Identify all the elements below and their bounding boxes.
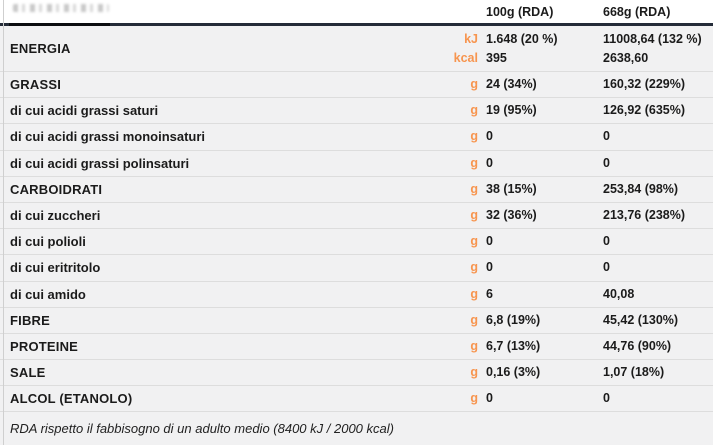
nutrient-label: ENERGIA [10, 41, 71, 56]
value-per-668g: 11008,64 (132 %) 2638,60 [603, 31, 702, 65]
value-per-668g: 0 [603, 391, 610, 406]
column-header-668g: 668g (RDA) [603, 4, 671, 19]
nutrient-unit: g [470, 103, 478, 118]
value-per-668g: 1,07 (18%) [603, 365, 665, 380]
value-per-100g: 6,8 (19%) [486, 312, 541, 327]
table-row: SALE g 0,16 (3%) 1,07 (18%) [0, 360, 713, 387]
value-per-668g: 0 [603, 155, 610, 170]
table-row: CARBOIDRATI g 38 (15%) 253,84 (98%) [0, 176, 713, 203]
rda-footnote: RDA rispetto il fabbisogno di un adulto … [0, 412, 713, 445]
nutrient-unit: g [470, 181, 478, 196]
nutrient-unit: g [470, 208, 478, 223]
redacted-product-name [13, 4, 109, 12]
nutrient-label: SALE [10, 365, 46, 381]
table-row: di cui acidi grassi saturi g 19 (95%) 12… [0, 98, 713, 125]
value-per-668g: 253,84 (98%) [603, 181, 679, 196]
value-per-100g: 6 [486, 286, 493, 301]
table-row: GRASSI g 24 (34%) 160,32 (229%) [0, 72, 713, 99]
table-row: di cui eritritolo g 0 0 [0, 255, 713, 282]
nutrient-unit: g [470, 77, 478, 92]
table-row: di cui acidi grassi polinsaturi g 0 0 [0, 150, 713, 177]
value-per-100g: 24 (34%) [486, 77, 537, 92]
value-per-100g: 38 (15%) [486, 181, 537, 196]
nutrient-label: di cui acidi grassi polinsaturi [10, 155, 190, 171]
table-row: di cui acidi grassi monoinsaturi g 0 0 [0, 124, 713, 151]
nutrient-unit: g [470, 234, 478, 249]
value-per-100g: 1.648 (20 %) 395 [486, 31, 558, 65]
table-body: ENERGIA kJ kcal 1.648 (20 %) 395 11008,64 … [0, 26, 713, 413]
table-row: di cui polioli g 0 0 [0, 229, 713, 256]
nutrient-unit: g [470, 365, 478, 380]
nutrient-label: di cui acidi grassi monoinsaturi [10, 129, 206, 145]
value-per-668g: 44,76 (90%) [603, 338, 672, 353]
nutrient-label: di cui eritritolo [10, 260, 101, 276]
table-row: di cui zuccheri g 32 (36%) 213,76 (238%) [0, 202, 713, 230]
value-per-100g: 0 [486, 155, 493, 170]
redacted-underline [9, 23, 110, 26]
value-per-668g: 213,76 (238%) [603, 208, 686, 223]
value-per-668g: 126,92 (635%) [603, 103, 686, 118]
nutrient-label: di cui acidi grassi saturi [10, 103, 159, 119]
value-per-668g: 0 [603, 260, 610, 275]
nutrient-label: PROTEINE [10, 338, 79, 354]
nutrient-label: FIBRE [10, 312, 50, 328]
nutrient-unit: g [470, 129, 478, 144]
value-per-100g: 0 [486, 391, 493, 406]
table-row: PROTEINE g 6,7 (13%) 44,76 (90%) [0, 333, 713, 361]
table-header-row: 100g (RDA) 668g (RDA) [0, 0, 713, 26]
nutrient-unit: g [470, 391, 478, 406]
value-per-668g: 160,32 (229%) [603, 77, 686, 92]
value-per-668g: 0 [603, 129, 610, 144]
table-row: FIBRE g 6,8 (19%) 45,42 (130%) [0, 307, 713, 334]
value-per-100g: 32 (36%) [486, 208, 537, 223]
value-per-100g: 19 (95%) [486, 103, 537, 118]
nutrient-label: ALCOL (ETANOLO) [10, 391, 133, 407]
nutrient-label: di cui amido [10, 286, 86, 302]
nutrient-unit: kJ kcal [453, 31, 478, 65]
column-header-100g: 100g (RDA) [486, 4, 554, 19]
nutrient-unit: g [470, 338, 478, 353]
nutrient-label: di cui polioli [10, 234, 86, 250]
nutrient-unit: g [470, 286, 478, 301]
table-left-border [3, 0, 4, 445]
value-per-668g: 40,08 [603, 286, 635, 301]
value-per-100g: 0,16 (3%) [486, 365, 541, 380]
value-per-100g: 0 [486, 234, 493, 249]
nutrient-unit: g [470, 155, 478, 170]
table-row: di cui amido g 6 40,08 [0, 281, 713, 308]
nutrient-unit: g [470, 260, 478, 275]
nutrient-label: CARBOIDRATI [10, 181, 103, 197]
nutrient-label: di cui zuccheri [10, 208, 101, 224]
value-per-100g: 0 [486, 129, 493, 144]
table-row: ALCOL (ETANOLO) g 0 0 [0, 386, 713, 413]
value-per-100g: 6,7 (13%) [486, 338, 541, 353]
value-per-668g: 45,42 (130%) [603, 312, 679, 327]
value-per-668g: 0 [603, 234, 610, 249]
nutrient-label: GRASSI [10, 77, 62, 93]
table-row: ENERGIA kJ kcal 1.648 (20 %) 395 11008,64 … [0, 26, 713, 72]
value-per-100g: 0 [486, 260, 493, 275]
nutrient-unit: g [470, 312, 478, 327]
